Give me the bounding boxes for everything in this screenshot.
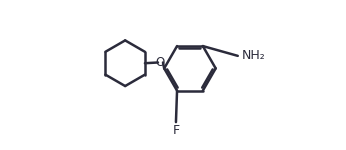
Text: O: O (156, 56, 165, 69)
Text: F: F (172, 124, 180, 137)
Text: NH₂: NH₂ (242, 49, 265, 62)
